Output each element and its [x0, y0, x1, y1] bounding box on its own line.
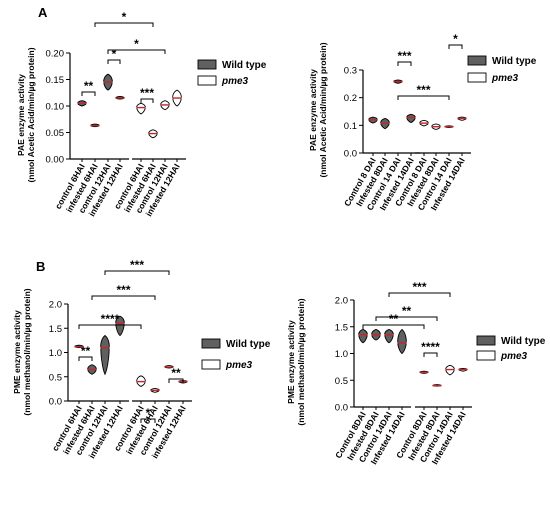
significance-bracket [78, 324, 142, 329]
legend-swatch-wild-type [467, 55, 487, 66]
legend-swatch-pme3 [476, 350, 496, 361]
y-tick-label: 0.00 [46, 155, 65, 166]
significance-bracket [168, 378, 184, 383]
significance-bracket [78, 356, 93, 361]
y-axis-label: PAE enzyme activity [16, 74, 26, 156]
violin-3 [384, 328, 394, 344]
significance-bracket [107, 59, 121, 64]
significance-label: *** [140, 86, 154, 100]
legend-label-wild-type: Wild type [226, 339, 271, 350]
legend-swatch-pme3 [197, 75, 217, 86]
legend-swatch-wild-type [197, 59, 217, 70]
significance-bracket [140, 418, 156, 423]
y-tick-label: 0.05 [46, 128, 65, 139]
significance-bracket [81, 91, 96, 96]
chart-2: 0.0 0.1 0.2 0.3 PAE enzyme activity (nmol Ace… [308, 32, 537, 212]
significance-label: * [146, 406, 151, 420]
y-tick-label: 2.0 [49, 300, 62, 311]
significance-bracket [397, 61, 412, 66]
y-tick-label: 0.10 [46, 102, 65, 113]
y-tick-label: 2.0 [335, 296, 348, 307]
y-axis-label-units: (nmol methanol/min/µg protein) [296, 298, 306, 425]
significance-label: ** [84, 79, 94, 93]
y-tick-label: 0.0 [335, 403, 348, 414]
y-tick-label: 0.5 [49, 372, 62, 383]
violin-4 [115, 315, 125, 337]
significance-label: *** [116, 283, 130, 297]
violin-4 [397, 328, 407, 355]
y-tick-label: 1.0 [49, 348, 62, 359]
significance-bracket [375, 316, 438, 321]
y-axis-label-units: (nmol Acetic Acid/min/µg protein) [318, 42, 328, 177]
panel-label-b: B [36, 259, 45, 274]
significance-label: *** [130, 258, 144, 272]
y-tick-label: 1.5 [49, 324, 62, 335]
y-tick-label: 0.5 [335, 376, 348, 387]
significance-bracket [397, 95, 450, 100]
violin-5 [136, 102, 146, 115]
significance-label: ** [171, 366, 181, 380]
chart-4: 0.0 0.5 1.0 1.5 2.0 PME enzyme activity (nmol … [286, 280, 546, 466]
significance-label: ** [81, 344, 91, 358]
significance-label: * [122, 10, 127, 24]
y-tick-label: 0.3 [344, 66, 357, 77]
y-axis-label-units: (nmol methanol/min/µg protein) [22, 288, 32, 415]
significance-label: * [112, 47, 117, 61]
y-axis-label: PME enzyme activity [12, 310, 22, 394]
significance-bracket [94, 22, 154, 27]
y-tick-label: 0.1 [344, 121, 357, 132]
significance-label: **** [101, 312, 120, 326]
y-tick-label: 0.15 [46, 75, 65, 86]
legend-label-wild-type: Wild type [492, 56, 537, 67]
y-axis-label: PME enzyme activity [286, 320, 296, 404]
significance-bracket [362, 324, 425, 329]
chart-3: 0.0 0.5 1.0 1.5 2.0 PME enzyme activity (nmol … [12, 258, 271, 460]
chart-1: 0.00 0.05 0.10 0.15 0.20 PAE enzyme activity(… [16, 10, 267, 218]
y-tick-label: 0.0 [344, 149, 357, 160]
legend: Wild type pme3 [201, 338, 271, 371]
legend: Wild type pme3 [197, 59, 267, 87]
significance-label: ** [402, 304, 412, 318]
y-tick-label: 0.20 [46, 49, 65, 60]
significance-label: * [134, 37, 139, 51]
legend-swatch-pme3 [201, 359, 221, 370]
violin-1 [358, 328, 368, 344]
panel-label-a: A [38, 5, 48, 20]
significance-label: *** [397, 49, 411, 63]
legend: Wild type pme3 [476, 335, 546, 362]
significance-bracket [140, 98, 154, 103]
significance-label: ** [389, 312, 399, 326]
significance-bracket [107, 49, 166, 54]
significance-label: **** [421, 340, 440, 354]
legend-label-pme3: pme3 [221, 76, 249, 87]
significance-bracket [91, 295, 156, 300]
significance-label: *** [416, 83, 430, 97]
significance-bracket [104, 270, 170, 275]
legend-label-wild-type: Wild type [501, 336, 546, 347]
significance-bracket [423, 352, 438, 357]
y-tick-label: 1.5 [335, 322, 348, 333]
legend-label-pme3: pme3 [491, 73, 519, 84]
legend-label-wild-type: Wild type [222, 60, 267, 71]
legend-swatch-wild-type [476, 335, 496, 346]
legend: Wild type pme3 [467, 55, 537, 84]
significance-bracket [448, 44, 463, 49]
y-tick-label: 1.0 [335, 349, 348, 360]
legend-label-pme3: pme3 [500, 351, 528, 362]
y-tick-label: 0.2 [344, 93, 357, 104]
legend-swatch-wild-type [201, 338, 221, 349]
significance-bracket [388, 292, 451, 297]
violin-3 [100, 334, 110, 376]
violin-4 [406, 113, 416, 124]
significance-label: * [453, 32, 458, 46]
legend-swatch-pme3 [467, 72, 487, 83]
y-tick-label: 0.0 [49, 397, 62, 408]
y-axis-label-units: (nmol Acetic Acid/min/µg protein) [26, 47, 36, 182]
y-axis-label: PAE enzyme activity [308, 69, 318, 151]
significance-label: *** [412, 280, 426, 294]
legend-label-pme3: pme3 [225, 360, 253, 371]
